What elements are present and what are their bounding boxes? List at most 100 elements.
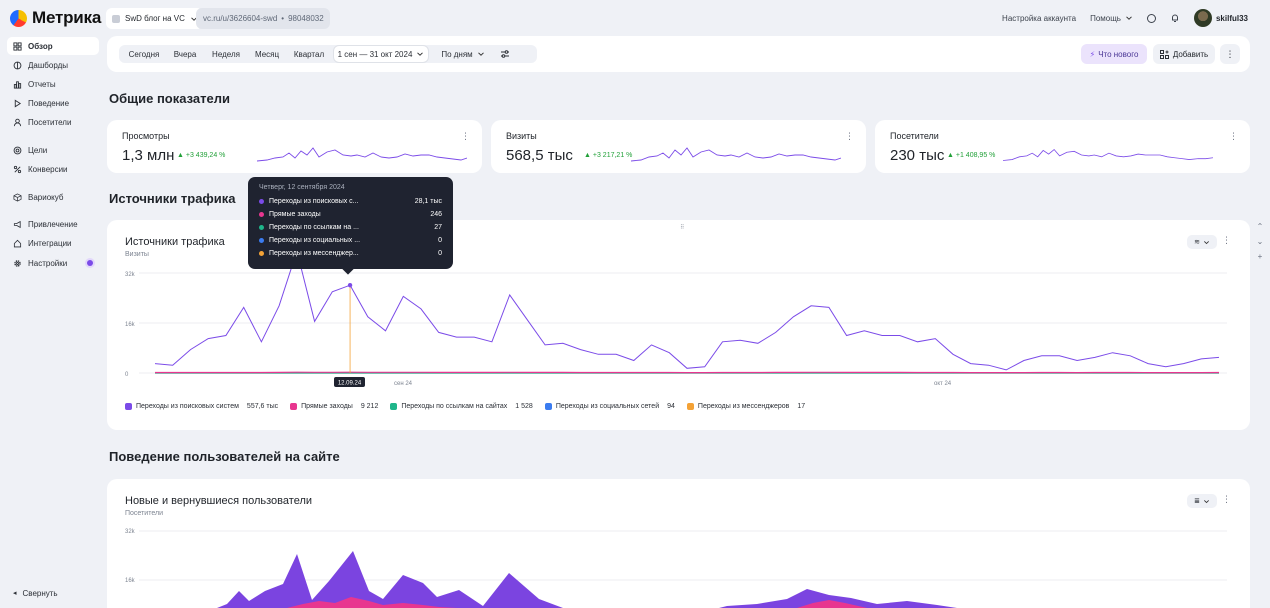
logo[interactable]: Метрика — [10, 8, 101, 28]
home-icon — [13, 239, 22, 247]
sidebar-item-dashboards[interactable]: Дашборды — [7, 56, 99, 74]
sidebar-item-variocube[interactable]: Вариокуб — [7, 188, 99, 206]
user-menu[interactable]: skilful33 — [1193, 9, 1248, 27]
filter-settings-button[interactable] — [496, 45, 514, 63]
y-tick-0: 0 — [125, 372, 129, 378]
chart-type-select[interactable]: ≣ — [1187, 494, 1217, 508]
legend-value: 9 212 — [360, 403, 379, 410]
chart-tooltip: Четверг, 12 сентября 2024 Переходы из по… — [248, 177, 453, 275]
chart-type-select[interactable]: ≋ — [1187, 235, 1217, 249]
collapse-label: Свернуть — [22, 588, 58, 598]
y-tick-32k: 32k — [125, 529, 136, 535]
sparkline-visits — [631, 147, 841, 162]
sidebar-item-overview[interactable]: Обзор — [7, 37, 99, 55]
chevron-down-icon — [1203, 499, 1209, 503]
chevron-down-icon — [1126, 16, 1132, 20]
more-vertical-icon[interactable]: ⋮ — [461, 131, 470, 141]
help-menu[interactable]: Помощь — [1090, 14, 1133, 23]
date-range-picker[interactable]: 1 сен — 31 окт 2024 — [333, 45, 429, 63]
counter-name: SwD блог на VC — [125, 14, 185, 23]
sidebar-item-behavior[interactable]: Поведение — [7, 94, 99, 112]
y-tick-16k: 16k — [125, 322, 136, 328]
add-button[interactable]: Добавить — [1153, 44, 1215, 64]
status-circle-icon[interactable] — [1146, 13, 1156, 23]
sidebar-item-integrations[interactable]: Интеграции — [7, 234, 99, 252]
period-quarter[interactable]: Квартал — [293, 49, 325, 59]
legend-item-direct[interactable]: Прямые заходы 9 212 — [290, 403, 378, 410]
chevron-down-icon — [1203, 240, 1209, 244]
legend-checkbox[interactable] — [390, 403, 398, 410]
sidebar-item-conversions[interactable]: Конверсии — [7, 160, 99, 178]
sidebar-item-reports[interactable]: Отчеты — [7, 75, 99, 93]
plus-icon[interactable]: + — [1257, 252, 1263, 261]
whats-new-button[interactable]: ⚡ Что нового — [1081, 44, 1147, 64]
period-today[interactable]: Сегодня — [128, 49, 160, 59]
more-vertical-icon[interactable]: ⋮ — [845, 131, 854, 141]
sidebar-item-settings[interactable]: Настройки — [7, 254, 99, 272]
chevron-down-icon[interactable]: ⌄ — [1256, 237, 1264, 246]
chevron-up-icon[interactable]: ⌃ — [1256, 222, 1264, 231]
area-new-users — [217, 551, 563, 608]
more-menu-button[interactable]: ⋮ — [1220, 44, 1240, 64]
series-line-0[interactable] — [154, 249, 1220, 371]
drag-handle-icon[interactable]: ⠿ — [680, 225, 685, 231]
legend-name: Переходы из поисковых систем — [136, 403, 239, 410]
sidebar-item-goals[interactable]: Цели — [7, 141, 99, 159]
legend-item-search[interactable]: Переходы из поисковых систем 557,6 тыс — [125, 403, 278, 410]
metrika-logo-icon — [10, 9, 27, 27]
sparkline — [1003, 148, 1213, 161]
legend-checkbox[interactable] — [544, 403, 552, 410]
sidebar-item-acquisition[interactable]: Привлечение — [7, 215, 99, 233]
behavior-area-chart[interactable]: 32k 16k — [107, 479, 1250, 608]
sparkline-pageviews — [257, 147, 467, 162]
sidebar: Обзор Дашборды Отчеты Поведение Посетите… — [0, 36, 104, 608]
legend-item-links[interactable]: Переходы по ссылкам на сайтах 1 528 — [390, 403, 533, 410]
account-settings-link[interactable]: Настройка аккаунта — [1002, 13, 1077, 23]
series-dot — [259, 251, 264, 256]
series-dot — [259, 199, 264, 204]
selected-date-badge — [334, 377, 365, 387]
gear-icon — [14, 259, 21, 267]
legend-item-messengers[interactable]: Переходы из мессенджеров 17 — [686, 403, 805, 410]
legend-checkbox[interactable] — [290, 403, 298, 410]
series-dot — [259, 225, 264, 230]
tooltip-row: Переходы из социальных ... 0 — [259, 237, 442, 244]
metric-value: 230 тыс — [890, 147, 945, 164]
legend-item-social[interactable]: Переходы из социальных сетей 94 — [544, 403, 675, 410]
sidebar-item-visitors[interactable]: Посетители — [7, 113, 99, 131]
metric-card-visits[interactable]: Визиты 568,5 тыс ▲ +3 217,21 % ⋮ — [491, 120, 866, 173]
more-vertical-icon[interactable]: ⋮ — [1222, 494, 1231, 504]
counter-url: vc.ru/u/3626604-swd — [203, 14, 278, 23]
grouping-select[interactable]: По дням — [436, 45, 490, 63]
more-vertical-icon[interactable]: ⋮ — [1222, 235, 1231, 245]
area-returning-users-right — [797, 600, 867, 608]
more-vertical-icon[interactable]: ⋮ — [1229, 131, 1238, 141]
chevron-down-icon — [477, 52, 484, 56]
bell-icon[interactable] — [1170, 13, 1180, 23]
counter-selector[interactable]: SwD блог на VC — [106, 8, 203, 29]
tooltip-row: Переходы по ссылкам на ... 27 — [259, 224, 442, 231]
traffic-line-chart[interactable]: 32k 16k 0 сен 24 окт 24 12.09.24 — [107, 220, 1250, 400]
period-yesterday[interactable]: Вчера — [173, 49, 197, 59]
section-title-traffic: Источники трафика — [109, 191, 236, 206]
add-widget-icon — [1159, 49, 1169, 59]
metric-value: 568,5 тыс — [506, 147, 573, 164]
legend-checkbox[interactable] — [125, 403, 132, 410]
legend-name: Переходы из социальных сетей — [555, 403, 660, 410]
metric-label: Просмотры — [122, 131, 170, 141]
legend-checkbox[interactable] — [686, 403, 694, 410]
sidebar-item-label: Отчеты — [28, 79, 56, 89]
target-icon — [13, 146, 22, 154]
metric-delta: ▲ +3 217,21 % — [584, 152, 633, 159]
chart-lines-icon: ≋ — [1194, 239, 1200, 246]
period-month[interactable]: Месяц — [254, 49, 280, 59]
dashboard-icon — [13, 61, 22, 69]
counter-url-pill[interactable]: vc.ru/u/3626604-swd • 98048032 — [196, 8, 330, 29]
metric-card-pageviews[interactable]: Просмотры 1,3 млн ▲ +3 439,24 % ⋮ — [107, 120, 482, 173]
collapse-sidebar-button[interactable]: ◂ Свернуть — [7, 584, 99, 602]
metric-card-visitors[interactable]: Посетители 230 тыс ▲ +1 408,95 % ⋮ — [875, 120, 1250, 173]
metric-label: Посетители — [890, 131, 939, 141]
metric-delta: ▲ +3 439,24 % — [177, 152, 226, 159]
period-week[interactable]: Неделя — [212, 49, 240, 59]
behavior-chart-card: Новые и вернувшиеся пользователи Посетит… — [107, 479, 1250, 608]
